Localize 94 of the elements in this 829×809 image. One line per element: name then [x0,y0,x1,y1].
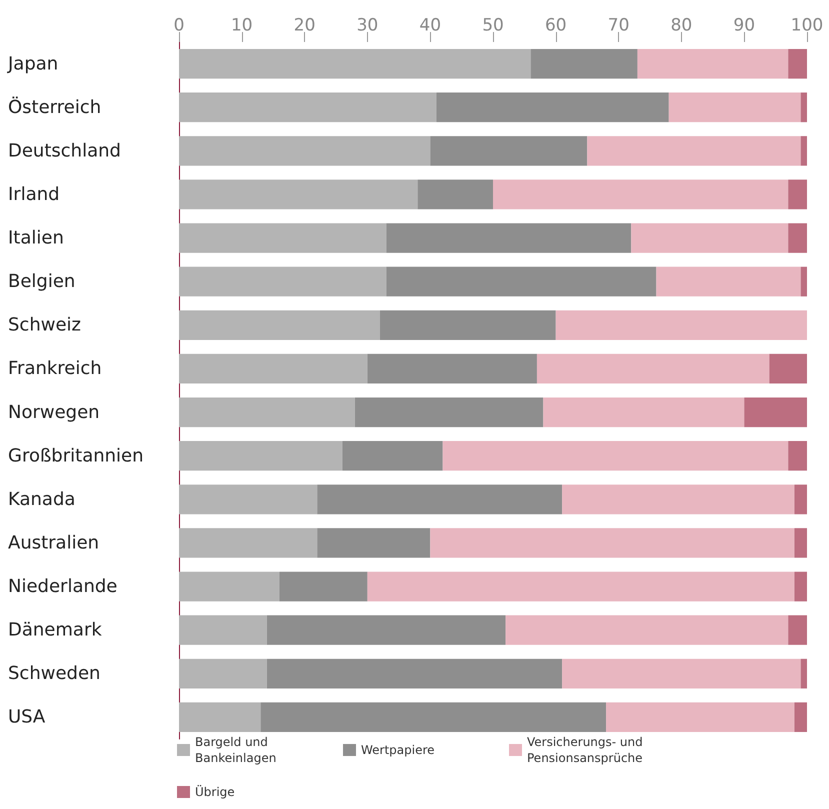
bar [279,572,368,602]
bar [354,397,544,428]
legend-label: Bargeld und Bankeinlagen [195,735,276,765]
bar [179,397,355,428]
x-tick-label: 40 [419,16,442,36]
x-tick-label: 50 [482,16,504,36]
bar [386,223,632,253]
bar [530,48,638,79]
bar [556,310,807,340]
x-tick-label: 20 [294,16,316,36]
bar [493,180,788,210]
x-tick-label: 90 [733,16,756,36]
bar [179,658,267,688]
y-tick-label: Schweden [8,663,100,684]
bar [266,615,506,645]
bar [788,223,807,253]
bar [367,572,794,602]
bar [179,484,318,514]
y-tick-label: Niederlande [8,576,118,598]
bar [430,528,794,558]
bar [179,354,368,384]
bar [342,441,443,471]
legend-label: Wertpapiere [361,743,435,757]
bar [317,484,562,514]
bar [442,441,788,471]
bar [179,136,430,166]
x-tick-label: 10 [230,16,253,36]
y-tick-label: Frankreich [8,358,102,380]
bar [418,180,493,210]
x-tick-label: 60 [544,16,567,36]
bar [587,136,801,166]
bar [788,48,807,79]
bar [179,266,386,296]
bar [179,223,386,253]
bar [260,702,606,732]
bar [179,572,280,602]
bar [800,136,807,166]
bar [562,658,801,688]
legend-label: Übrige [195,785,235,799]
bar [788,441,807,471]
bar [800,266,807,296]
y-tick-label: Japan [7,53,58,74]
bar [656,266,801,296]
y-tick-label: Norwegen [8,402,100,423]
bar [562,484,794,514]
bar [794,572,807,602]
bar [536,354,770,384]
y-tick-label: Kanada [8,488,76,510]
bar [788,180,807,210]
bar [543,397,744,428]
bar [800,658,807,688]
legend-label: Versicherungs- und Pensionsansprüche [527,735,647,765]
y-tick-label: Deutschland [8,140,121,162]
y-tick-label: Australien [8,532,100,554]
y-tick-label: Dänemark [8,620,102,641]
bar [179,528,318,558]
x-tick-label: 0 [174,16,184,36]
y-tick-label: Italien [8,228,64,249]
bar [317,528,430,558]
x-tick-label: 70 [608,16,630,36]
bar [179,615,267,645]
y-tick-label: USA [8,706,46,728]
bar [788,615,807,645]
x-tick-label: 100 [790,16,824,36]
bar [179,310,380,340]
bar [367,354,537,384]
bar [800,92,807,122]
bar [506,615,788,645]
x-tick-label: 30 [356,16,378,36]
bar [179,702,261,732]
y-tick-label: Schweiz [8,314,81,336]
bar [386,266,656,296]
bar [179,92,436,122]
bar [794,702,807,732]
bar [744,397,807,428]
bar [631,223,788,253]
bar [179,441,342,471]
y-tick-label: Irland [8,184,60,205]
bar [380,310,556,340]
y-tick-label: Großbritannien [8,445,144,466]
y-tick-label: Belgien [8,271,76,292]
bar [606,702,794,732]
x-tick-label: 80 [670,16,692,36]
bar [794,528,807,558]
bar [637,48,788,79]
bar [769,354,807,384]
bar [179,180,418,210]
bar [668,92,801,122]
y-tick-label: Österreich [8,96,102,118]
bar [266,658,562,688]
bar [794,484,807,514]
bar [179,48,531,79]
bar [436,92,669,122]
bar [430,136,588,166]
